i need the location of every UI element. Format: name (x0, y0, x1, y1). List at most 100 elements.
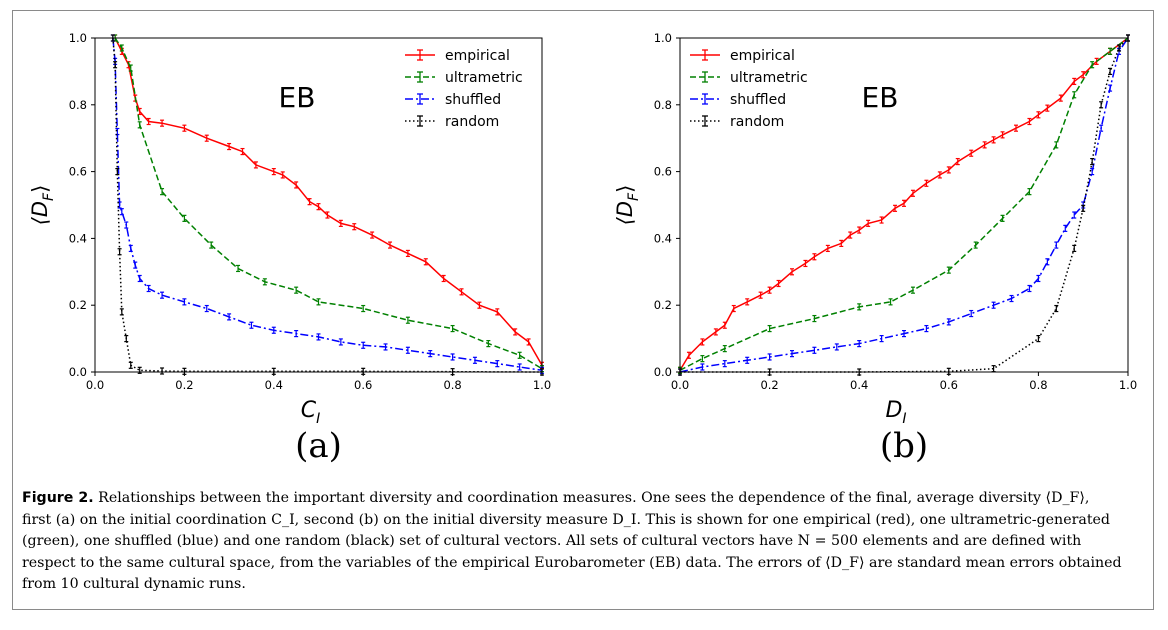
error-bar-shuffled (1099, 124, 1104, 132)
y-tick-label: 0.6 (69, 165, 87, 179)
error-bar-shuffled (969, 309, 974, 318)
series-line-random (680, 37, 1129, 373)
error-bar-shuffled (790, 350, 794, 358)
error-bar-empirical (902, 199, 906, 207)
figure-plots: 0.0 0.2 0.4 0.6 0.8 1.0 0.0 0.2 0.4 0.6 0.8 1.0 CI ⟨D… (28, 31, 1137, 466)
error-bar-empirical (388, 241, 393, 249)
series-line-empirical (679, 37, 1129, 371)
error-bar-shuffled (767, 353, 772, 361)
error-bar-random (1054, 304, 1059, 313)
error-bar-shuffled (1063, 224, 1068, 232)
error-bar-empirical (790, 268, 794, 276)
error-bar-ultrametric (857, 303, 862, 311)
error-bar-ultrametric (137, 121, 142, 129)
legend-label: empirical (730, 48, 795, 64)
error-bar-shuffled (428, 350, 433, 358)
error-bar-ultrametric (1072, 91, 1077, 99)
error-bar-ultrametric (486, 340, 491, 348)
error-bar-empirical (686, 351, 691, 359)
error-bar-empirical (722, 321, 727, 329)
error-bar-ultrametric (405, 316, 410, 324)
legend-entry-random: random (690, 114, 784, 130)
error-bar-empirical (352, 223, 357, 231)
error-bar-shuffled (924, 324, 929, 333)
y-tick-label: 0.8 (69, 98, 87, 112)
error-bar-shuffled (495, 360, 500, 368)
error-bar-shuffled (1045, 258, 1050, 266)
error-bar-empirical (991, 136, 996, 144)
error-bar-shuffled (405, 346, 410, 354)
error-bar-empirical (513, 328, 518, 336)
error-bar-empirical (240, 147, 245, 156)
error-bar-empirical (280, 171, 285, 179)
error-bar-empirical (924, 179, 929, 187)
error-bar-shuffled (812, 346, 817, 354)
error-bar-empirical (1045, 104, 1050, 112)
error-bar-empirical (1027, 117, 1032, 126)
error-bar-empirical (758, 291, 763, 299)
error-bar-random (115, 168, 120, 176)
error-bar-random (1072, 244, 1077, 253)
y-axis-label: ⟨DF⟩ (28, 185, 57, 226)
error-bar-ultrametric (722, 345, 727, 353)
x-tick-label: 0.0 (86, 378, 104, 392)
error-bar-shuffled (316, 333, 321, 341)
error-bar-shuffled (338, 338, 343, 346)
error-bar-empirical (441, 274, 446, 283)
error-bar-shuffled (1090, 168, 1095, 176)
y-axis-label: ⟨DF⟩ (613, 185, 642, 226)
error-bar-shuffled (1054, 241, 1059, 249)
caption-text: Relationships between the important dive… (22, 490, 1122, 592)
error-bar-shuffled (227, 313, 232, 321)
error-bar-ultrametric (1090, 61, 1095, 69)
legend-label: random (730, 114, 784, 130)
error-bar-empirical (459, 288, 464, 296)
error-bar-empirical (713, 328, 718, 336)
legend-label: shuffled (445, 92, 501, 108)
error-bar-shuffled (902, 329, 906, 338)
error-bar-random (1036, 335, 1041, 343)
error-bar-empirical (812, 253, 817, 261)
error-bar-ultrametric (1027, 188, 1032, 196)
error-bar-random (160, 367, 165, 375)
legend-entry-empirical: empirical (690, 48, 795, 64)
x-axis-label: CI (301, 398, 321, 427)
error-bar-empirical (910, 189, 915, 197)
error-bar-ultrametric (973, 241, 978, 249)
error-bar-ultrametric (910, 286, 915, 294)
error-bar-shuffled (115, 127, 120, 136)
error-bar-random (117, 248, 122, 256)
error-bar-ultrametric (182, 214, 187, 222)
error-bar-ultrametric (517, 351, 522, 359)
error-bar-shuffled (700, 363, 705, 371)
error-bar-shuffled (294, 329, 299, 338)
y-tick-label: 0.0 (69, 365, 87, 379)
error-bar-random (1099, 101, 1104, 109)
error-bar-empirical (1014, 124, 1018, 132)
legend-label: ultrametric (445, 70, 523, 86)
y-tick-label: 0.4 (69, 231, 87, 245)
error-bar-ultrametric (1108, 47, 1113, 55)
error-bar-shuffled (991, 301, 996, 309)
error-bar-shuffled (857, 340, 862, 348)
error-bar-ultrametric (888, 298, 893, 306)
error-bar-ultrametric (812, 314, 817, 323)
error-bar-ultrametric (700, 355, 705, 363)
x-tick-label: 0.2 (175, 378, 193, 392)
x-tick-label: 0.4 (850, 378, 868, 392)
y-tick-label: 0.2 (654, 298, 672, 312)
error-bar-random (113, 61, 118, 69)
error-bar-empirical (271, 168, 276, 176)
error-bar-shuffled (249, 321, 254, 329)
error-bar-empirical (146, 117, 151, 126)
error-bar-ultrametric (1000, 214, 1005, 222)
x-tick-label: 1.0 (1119, 378, 1137, 392)
error-bar-shuffled (119, 208, 124, 216)
series-line-random (112, 37, 543, 373)
figure-frame (12, 10, 1154, 610)
error-bar-empirical (848, 231, 853, 239)
error-bar-empirical (893, 204, 898, 212)
legend-entry-shuffled: shuffled (690, 92, 786, 108)
error-bar-shuffled (1072, 211, 1077, 219)
y-tick-label: 1.0 (654, 31, 672, 45)
